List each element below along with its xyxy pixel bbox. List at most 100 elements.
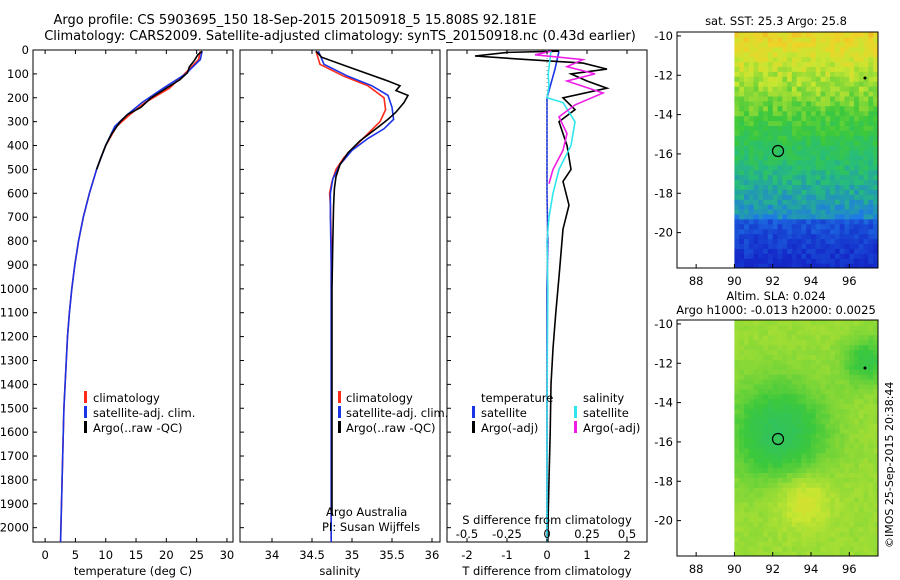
heatmap-cell bbox=[796, 115, 802, 122]
heatmap-cell bbox=[744, 506, 750, 513]
heatmap-cell bbox=[777, 213, 783, 220]
heatmap-cell bbox=[753, 91, 759, 97]
heatmap-cell bbox=[811, 223, 817, 230]
heatmap-cell bbox=[734, 447, 740, 454]
heatmap-cell bbox=[830, 218, 836, 225]
heatmap-cell bbox=[811, 487, 817, 493]
heatmap-cell bbox=[782, 329, 788, 336]
heatmap-cell bbox=[868, 86, 874, 92]
heatmap-cell bbox=[820, 184, 826, 190]
heatmap-cell bbox=[868, 189, 874, 195]
heatmap-cell bbox=[748, 81, 755, 87]
heatmap-cell bbox=[868, 140, 874, 146]
heatmap-cell bbox=[791, 125, 798, 131]
heatmap-cell bbox=[844, 159, 850, 166]
heatmap-cell bbox=[734, 516, 740, 523]
heatmap-cell bbox=[858, 238, 865, 244]
heatmap-cell bbox=[844, 359, 850, 365]
heatmap-cell bbox=[806, 369, 812, 375]
heatmap-cell bbox=[839, 339, 846, 346]
heatmap-cell bbox=[734, 61, 740, 67]
legend-swatch-t-argo bbox=[472, 421, 475, 433]
heatmap-cell bbox=[801, 369, 807, 375]
heatmap-cell bbox=[787, 71, 793, 77]
heatmap-cell bbox=[767, 154, 774, 161]
heatmap-cell bbox=[787, 487, 793, 493]
heatmap-cell bbox=[734, 521, 740, 528]
heatmap-cell bbox=[830, 179, 836, 185]
heatmap-cell bbox=[763, 32, 769, 38]
heatmap-cell bbox=[758, 243, 764, 249]
heatmap-cell bbox=[815, 204, 822, 210]
heatmap-cell bbox=[839, 447, 846, 454]
heatmap-cell bbox=[763, 383, 769, 390]
heatmap-cell bbox=[767, 145, 774, 151]
heatmap-cell bbox=[811, 442, 817, 449]
heatmap-cell bbox=[839, 76, 846, 82]
heatmap-cell bbox=[820, 452, 826, 459]
heatmap-cell bbox=[854, 324, 860, 331]
heatmap-cell bbox=[839, 51, 846, 58]
heatmap-cell bbox=[748, 243, 755, 249]
heatmap-cell bbox=[820, 324, 826, 331]
heatmap-cell bbox=[834, 541, 841, 547]
heatmap-cell bbox=[734, 218, 740, 225]
heatmap-cell bbox=[772, 423, 779, 429]
heatmap-cell bbox=[811, 258, 817, 264]
heatmap-cell bbox=[753, 369, 759, 375]
heatmap-cell bbox=[868, 238, 874, 244]
heatmap-cell bbox=[830, 418, 836, 424]
heatmap-cell bbox=[772, 223, 779, 230]
heatmap-cell bbox=[787, 199, 793, 205]
heatmap-cell bbox=[858, 223, 865, 230]
heatmap-cell bbox=[834, 388, 841, 395]
heatmap-cell bbox=[787, 66, 793, 72]
heatmap-cell bbox=[834, 209, 841, 215]
heatmap-cell bbox=[868, 369, 874, 375]
heatmap-cell bbox=[734, 428, 740, 434]
heatmap-cell bbox=[806, 218, 812, 225]
heatmap-cell bbox=[772, 125, 779, 131]
heatmap-cell bbox=[734, 125, 740, 131]
heatmap-cell bbox=[801, 86, 807, 92]
heatmap-cell bbox=[849, 46, 855, 53]
heatmap-cell bbox=[806, 501, 812, 508]
heatmap-cell bbox=[811, 526, 817, 532]
heatmap-cell bbox=[739, 169, 745, 176]
heatmap-cell bbox=[753, 120, 759, 126]
heatmap-cell bbox=[796, 213, 802, 220]
heatmap-cell bbox=[772, 398, 779, 405]
heatmap-cell bbox=[801, 258, 807, 264]
heatmap-cell bbox=[811, 413, 817, 419]
heatmap-cell bbox=[820, 536, 826, 542]
heatmap-cell bbox=[787, 438, 793, 444]
heatmap-cell bbox=[854, 408, 860, 414]
heatmap-cell bbox=[772, 145, 779, 151]
heatmap-cell bbox=[782, 383, 788, 390]
heatmap-cell bbox=[801, 238, 807, 244]
series-line-salinity-2 bbox=[315, 50, 410, 516]
heatmap-cell bbox=[758, 477, 764, 483]
heatmap-cell bbox=[806, 125, 812, 131]
heatmap-cell bbox=[777, 56, 783, 63]
heatmap-cell bbox=[777, 447, 783, 454]
heatmap-cell bbox=[830, 383, 836, 390]
heatmap-cell bbox=[753, 46, 759, 53]
heatmap-cell bbox=[849, 369, 855, 375]
xtick-label-salinity: 35.5 bbox=[379, 548, 405, 562]
heatmap-cell bbox=[839, 506, 846, 513]
heatmap-cell bbox=[772, 393, 779, 400]
heatmap-cell bbox=[830, 223, 836, 230]
heatmap-cell bbox=[782, 413, 788, 419]
heatmap-cell bbox=[858, 388, 865, 395]
heatmap-cell bbox=[782, 125, 788, 131]
heatmap-cell bbox=[753, 218, 759, 225]
heatmap-cell bbox=[782, 150, 788, 156]
heatmap-cell bbox=[834, 115, 841, 122]
heatmap-cell bbox=[834, 125, 841, 131]
xtick-label-salinity-diff: -0.5 bbox=[456, 527, 478, 541]
heatmap-cell bbox=[820, 339, 826, 346]
heatmap-cell bbox=[777, 150, 783, 156]
heatmap-cell bbox=[758, 516, 764, 523]
